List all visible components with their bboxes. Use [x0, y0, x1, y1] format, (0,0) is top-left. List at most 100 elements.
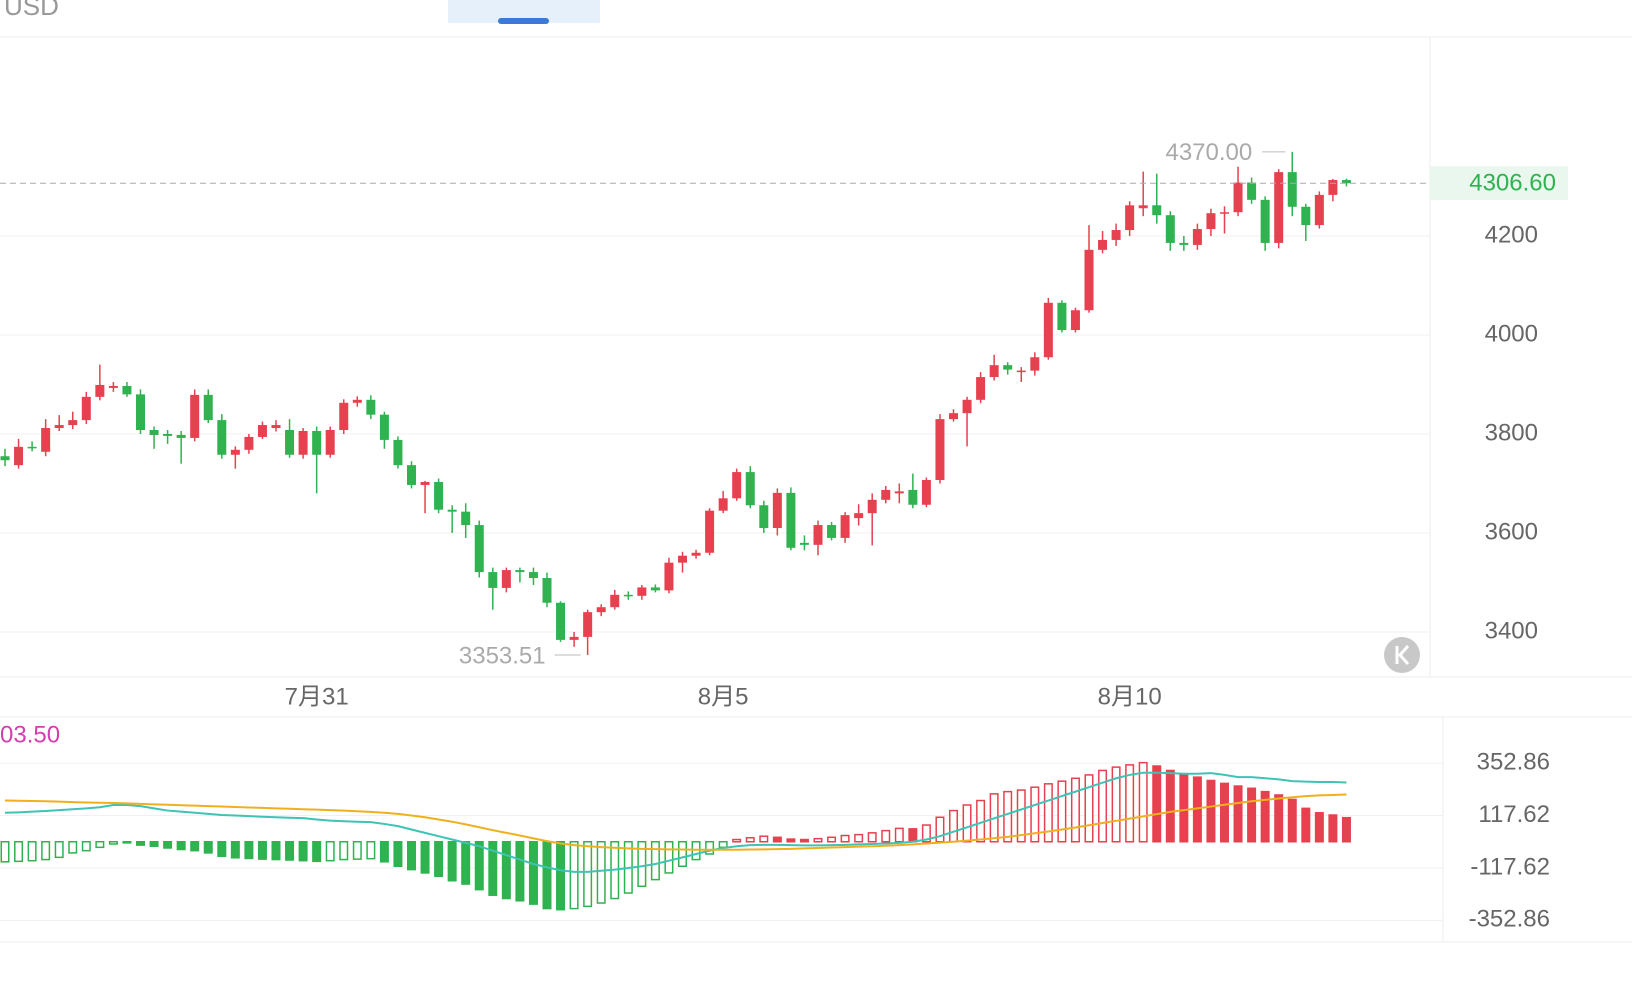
candle-body — [989, 365, 999, 378]
macd-bar — [68, 841, 78, 854]
candle-body — [1152, 205, 1162, 216]
macd-bar — [569, 841, 579, 910]
y-tick-label: 4200 — [1485, 221, 1538, 248]
macd-bar — [339, 841, 349, 861]
macd-bar — [732, 838, 742, 843]
candle-body — [136, 394, 145, 431]
candle-body — [190, 394, 200, 438]
candle-body — [772, 492, 782, 529]
y-tick-label: 352.86 — [1477, 748, 1550, 775]
candle-body — [41, 428, 51, 452]
macd-bar — [95, 841, 105, 849]
macd-bar — [1098, 769, 1108, 843]
candle-body — [705, 510, 715, 553]
candle-body — [867, 499, 877, 514]
candle-body — [27, 446, 37, 449]
candle-body — [1111, 230, 1121, 240]
macd-bar — [921, 824, 931, 843]
candle-body — [1003, 365, 1013, 370]
candle-body — [1057, 302, 1067, 331]
macd-bar — [298, 841, 308, 862]
macd-bar — [41, 841, 51, 861]
candle-body — [1016, 370, 1026, 373]
candle-body — [596, 607, 606, 613]
candle-body — [54, 425, 64, 429]
candle-body — [935, 419, 945, 481]
macd-bar — [1030, 786, 1040, 843]
macd-bar — [556, 841, 566, 911]
candle-body — [298, 430, 308, 455]
macd-bar — [813, 837, 823, 843]
macd-bar — [596, 841, 606, 904]
y-tick-label: 3400 — [1485, 617, 1538, 644]
macd-bar — [461, 841, 471, 885]
macd-bar — [203, 841, 213, 854]
macd-bar — [650, 841, 660, 881]
candle-body — [1165, 215, 1175, 243]
macd-bar — [786, 838, 796, 843]
macd-bar — [108, 841, 118, 845]
tab-highlight[interactable] — [448, 0, 600, 23]
candle-body — [1030, 357, 1040, 371]
candle-body — [528, 572, 538, 579]
candle-body — [488, 572, 498, 588]
macd-bar — [583, 841, 593, 908]
candle-body — [881, 489, 891, 500]
candle-body — [1328, 180, 1338, 195]
candle-body — [1233, 182, 1243, 213]
macd-bar — [420, 841, 430, 874]
candle-body — [583, 612, 593, 637]
macd-bar — [542, 841, 552, 910]
candle-body — [420, 481, 430, 485]
macd-bar — [1084, 774, 1094, 843]
macd-bar — [393, 841, 403, 868]
candle-body — [759, 505, 769, 529]
candle-body — [678, 555, 687, 563]
candle-body — [650, 587, 660, 591]
candle-body — [217, 420, 227, 455]
candle-body — [854, 513, 864, 519]
plot-layer: 3400 3600 3800 4000 4200 7月31 8月5 8月10 4370.00 33… — [0, 139, 1568, 933]
macd-bar — [149, 841, 159, 847]
macd-bar — [962, 804, 972, 843]
candle-body — [786, 492, 796, 548]
macd-bar — [840, 834, 850, 843]
macd-bar — [447, 841, 457, 882]
y-tick-label: 3600 — [1485, 518, 1538, 545]
macd-bar — [1274, 794, 1284, 843]
candle-body — [325, 430, 335, 455]
macd-bar — [14, 841, 24, 863]
candle-body — [1274, 172, 1284, 243]
macd-bar — [1165, 769, 1175, 843]
y-tick-label: 117.62 — [1478, 801, 1550, 828]
candle-body — [921, 480, 931, 505]
macd-bar — [488, 841, 498, 896]
macd-bar — [1233, 785, 1243, 843]
macd-bar — [1138, 761, 1148, 843]
y-tick-label: -117.62 — [1470, 853, 1550, 880]
macd-bar — [230, 841, 240, 859]
x-tick-label: 8月5 — [698, 683, 749, 710]
macd-bar — [1125, 764, 1135, 843]
candle-body — [691, 552, 701, 556]
candle-body — [352, 399, 362, 403]
macd-bar — [217, 841, 227, 857]
macd-bar — [257, 841, 267, 860]
macd-bar — [664, 841, 674, 874]
candle-body — [515, 570, 525, 573]
candle-body — [366, 399, 376, 415]
candle-body — [244, 436, 254, 450]
candle-body — [108, 385, 118, 388]
macd-bar — [366, 841, 376, 860]
macd-bar — [908, 828, 918, 843]
macd-bar — [881, 829, 891, 843]
macd-bar — [949, 809, 958, 843]
macd-bar — [799, 838, 809, 843]
macd-bar — [1287, 798, 1297, 843]
reset-icon[interactable] — [1395, 645, 1410, 665]
y-tick-label: 4000 — [1485, 320, 1538, 347]
reset-button[interactable] — [1384, 637, 1420, 673]
candle-body — [176, 434, 186, 438]
candle-body — [379, 414, 389, 440]
macd-bar — [718, 841, 728, 849]
